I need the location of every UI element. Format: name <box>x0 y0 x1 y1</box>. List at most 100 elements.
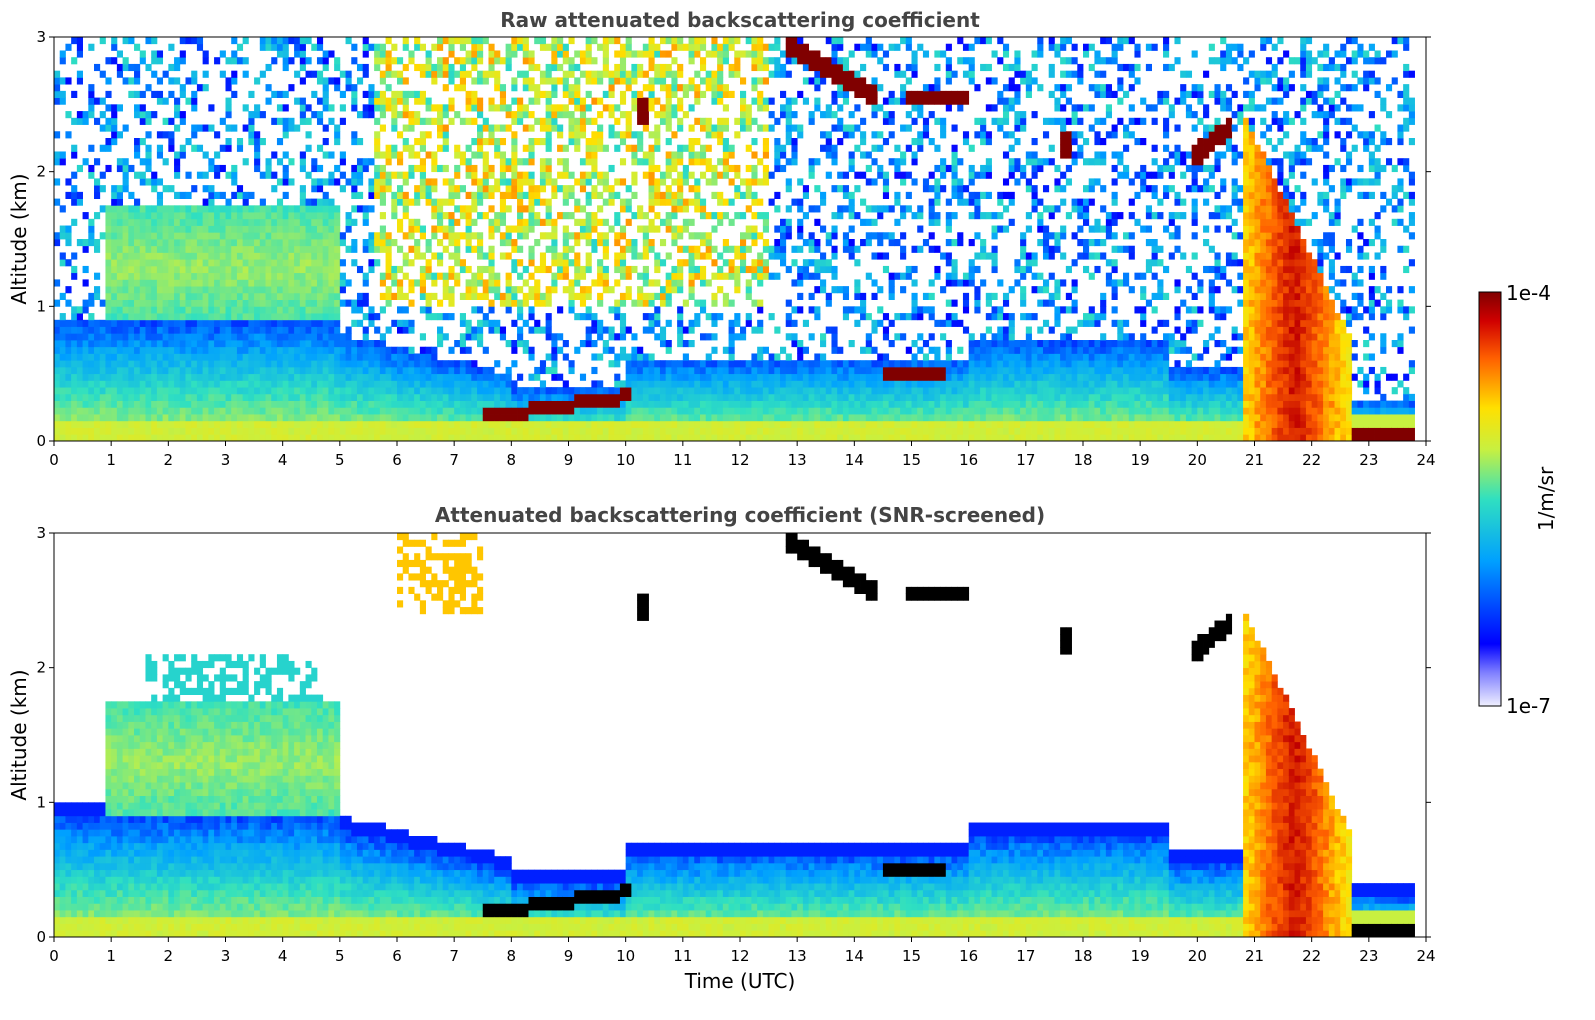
heatmap-cell <box>236 144 244 152</box>
heatmap-cell <box>122 373 129 381</box>
heatmap-cell <box>254 212 261 220</box>
heatmap-cell <box>471 279 478 287</box>
heatmap-cell <box>162 131 169 139</box>
heatmap-cell <box>522 279 529 287</box>
heatmap-cell <box>505 427 512 435</box>
heatmap-cell <box>54 84 61 92</box>
heatmap-cell <box>534 420 541 428</box>
heatmap-cell <box>654 313 661 321</box>
heatmap-cell <box>614 117 621 125</box>
heatmap-cell <box>71 400 78 408</box>
heatmap-cell <box>288 333 295 341</box>
heatmap-cell <box>780 245 787 253</box>
heatmap-cell <box>539 434 547 442</box>
heatmap-cell <box>511 393 518 401</box>
heatmap-cell <box>534 326 541 334</box>
heatmap-cell <box>145 400 152 408</box>
heatmap-cell <box>459 77 466 85</box>
heatmap-cell <box>316 319 324 327</box>
heatmap-cell <box>448 393 455 401</box>
heatmap-cell <box>791 380 798 388</box>
heatmap-cell <box>408 400 415 408</box>
heatmap-cell <box>299 158 306 166</box>
heatmap-cell <box>642 124 649 132</box>
heatmap-cell <box>551 37 558 45</box>
heatmap-cell <box>768 171 775 179</box>
heatmap-cell <box>791 373 798 381</box>
heatmap-cell <box>248 279 255 287</box>
heatmap-cell <box>139 178 146 186</box>
heatmap-cell <box>402 259 409 267</box>
heatmap-cell <box>785 360 792 368</box>
heatmap-cell <box>402 326 409 334</box>
heatmap-cell <box>374 232 381 240</box>
heatmap-cell <box>219 144 226 152</box>
heatmap-cell <box>505 111 512 119</box>
heatmap-cell <box>740 380 747 388</box>
heatmap-cell <box>94 414 101 422</box>
heatmap-cell <box>288 279 295 287</box>
heatmap-cell <box>768 272 775 280</box>
heatmap-cell <box>402 63 409 72</box>
heatmap-cell <box>145 245 152 253</box>
heatmap-cell <box>214 245 221 253</box>
heatmap-cell <box>597 292 604 300</box>
heatmap-cell <box>465 171 472 179</box>
heatmap-cell <box>391 366 398 375</box>
heatmap-cell <box>488 225 495 233</box>
heatmap-cell <box>482 414 489 422</box>
heatmap-cell <box>431 380 438 388</box>
heatmap-cell <box>705 239 712 247</box>
heatmap-cell <box>408 225 415 233</box>
heatmap-cell <box>431 272 438 280</box>
heatmap-cell <box>276 414 284 422</box>
heatmap-cell <box>305 340 312 348</box>
heatmap-cell <box>625 131 632 139</box>
heatmap-cell <box>242 279 249 287</box>
heatmap-cell <box>602 387 609 395</box>
heatmap-cell <box>105 299 112 307</box>
heatmap-cell <box>174 326 181 334</box>
heatmap-cell <box>425 393 432 401</box>
heatmap-cell <box>694 191 701 199</box>
heatmap-cell <box>345 178 352 186</box>
heatmap-cell <box>699 434 707 442</box>
heatmap-cell <box>225 144 232 152</box>
heatmap-cell <box>116 185 123 193</box>
heatmap-cell <box>654 198 661 206</box>
heatmap-cell <box>471 427 478 435</box>
heatmap-cell <box>185 299 192 307</box>
heatmap-cell <box>597 393 604 401</box>
heatmap-cell <box>659 366 667 375</box>
heatmap-cell <box>751 427 758 435</box>
heatmap-cell <box>265 414 272 422</box>
heatmap-cell <box>539 185 547 193</box>
heatmap-cell <box>311 346 318 354</box>
heatmap-cell <box>665 292 672 300</box>
heatmap-cell <box>334 340 341 348</box>
heatmap-cell <box>254 279 261 287</box>
heatmap-cell <box>511 144 518 152</box>
heatmap-cell <box>368 420 375 428</box>
heatmap-cell <box>174 124 181 132</box>
heatmap-cell <box>174 292 181 300</box>
heatmap-cell <box>785 111 792 119</box>
heatmap-cell <box>259 212 266 220</box>
heatmap-cell <box>797 380 804 388</box>
heatmap-cell <box>385 97 392 105</box>
heatmap-cell <box>774 434 781 442</box>
heatmap-cell <box>482 185 489 193</box>
heatmap-cell <box>459 420 466 428</box>
heatmap-cell <box>448 265 455 274</box>
heatmap-cell <box>248 393 255 401</box>
heatmap-cell <box>631 346 638 354</box>
heatmap-cell <box>431 414 438 422</box>
heatmap-cell <box>631 434 638 442</box>
heatmap-cell <box>265 252 272 260</box>
heatmap-cell <box>431 104 438 112</box>
heatmap-cell <box>225 333 232 341</box>
heatmap-cell <box>236 346 244 354</box>
heatmap-cell <box>254 265 261 274</box>
heatmap-cell <box>328 286 335 294</box>
heatmap-cell <box>442 360 449 368</box>
